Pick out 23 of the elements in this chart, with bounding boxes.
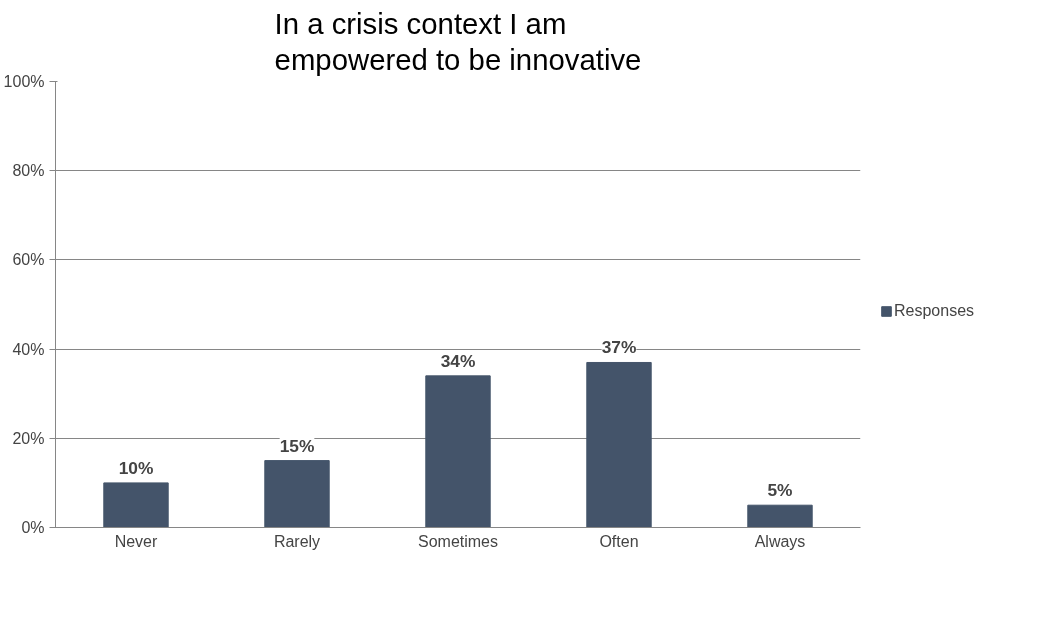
y-tick-label: 60% [12, 251, 45, 269]
bar [264, 460, 330, 528]
x-tick-label: Always [754, 532, 806, 550]
chart-title: In a crisis context I am empowered to be innovative [274, 7, 642, 77]
bar [103, 482, 169, 528]
bar [586, 361, 652, 528]
data-label: 15% [279, 435, 315, 456]
y-tick-label: 80% [12, 162, 45, 180]
x-tick-label: Never [114, 532, 159, 550]
bar [747, 504, 813, 528]
bar [425, 375, 491, 528]
x-tick-label: Often [599, 532, 639, 550]
y-tick-label: 100% [3, 73, 45, 90]
x-tick-label: Sometimes [417, 532, 499, 550]
data-label: 10% [118, 457, 154, 478]
y-tick-label: 0% [21, 519, 45, 536]
data-label: 5% [767, 480, 793, 501]
legend-label: Responses [894, 302, 975, 320]
x-tick-label: Rarely [273, 532, 321, 550]
y-tick-label: 40% [12, 340, 45, 358]
data-label: 37% [601, 337, 637, 358]
data-label: 34% [440, 350, 476, 371]
y-tick-label: 20% [12, 429, 45, 447]
